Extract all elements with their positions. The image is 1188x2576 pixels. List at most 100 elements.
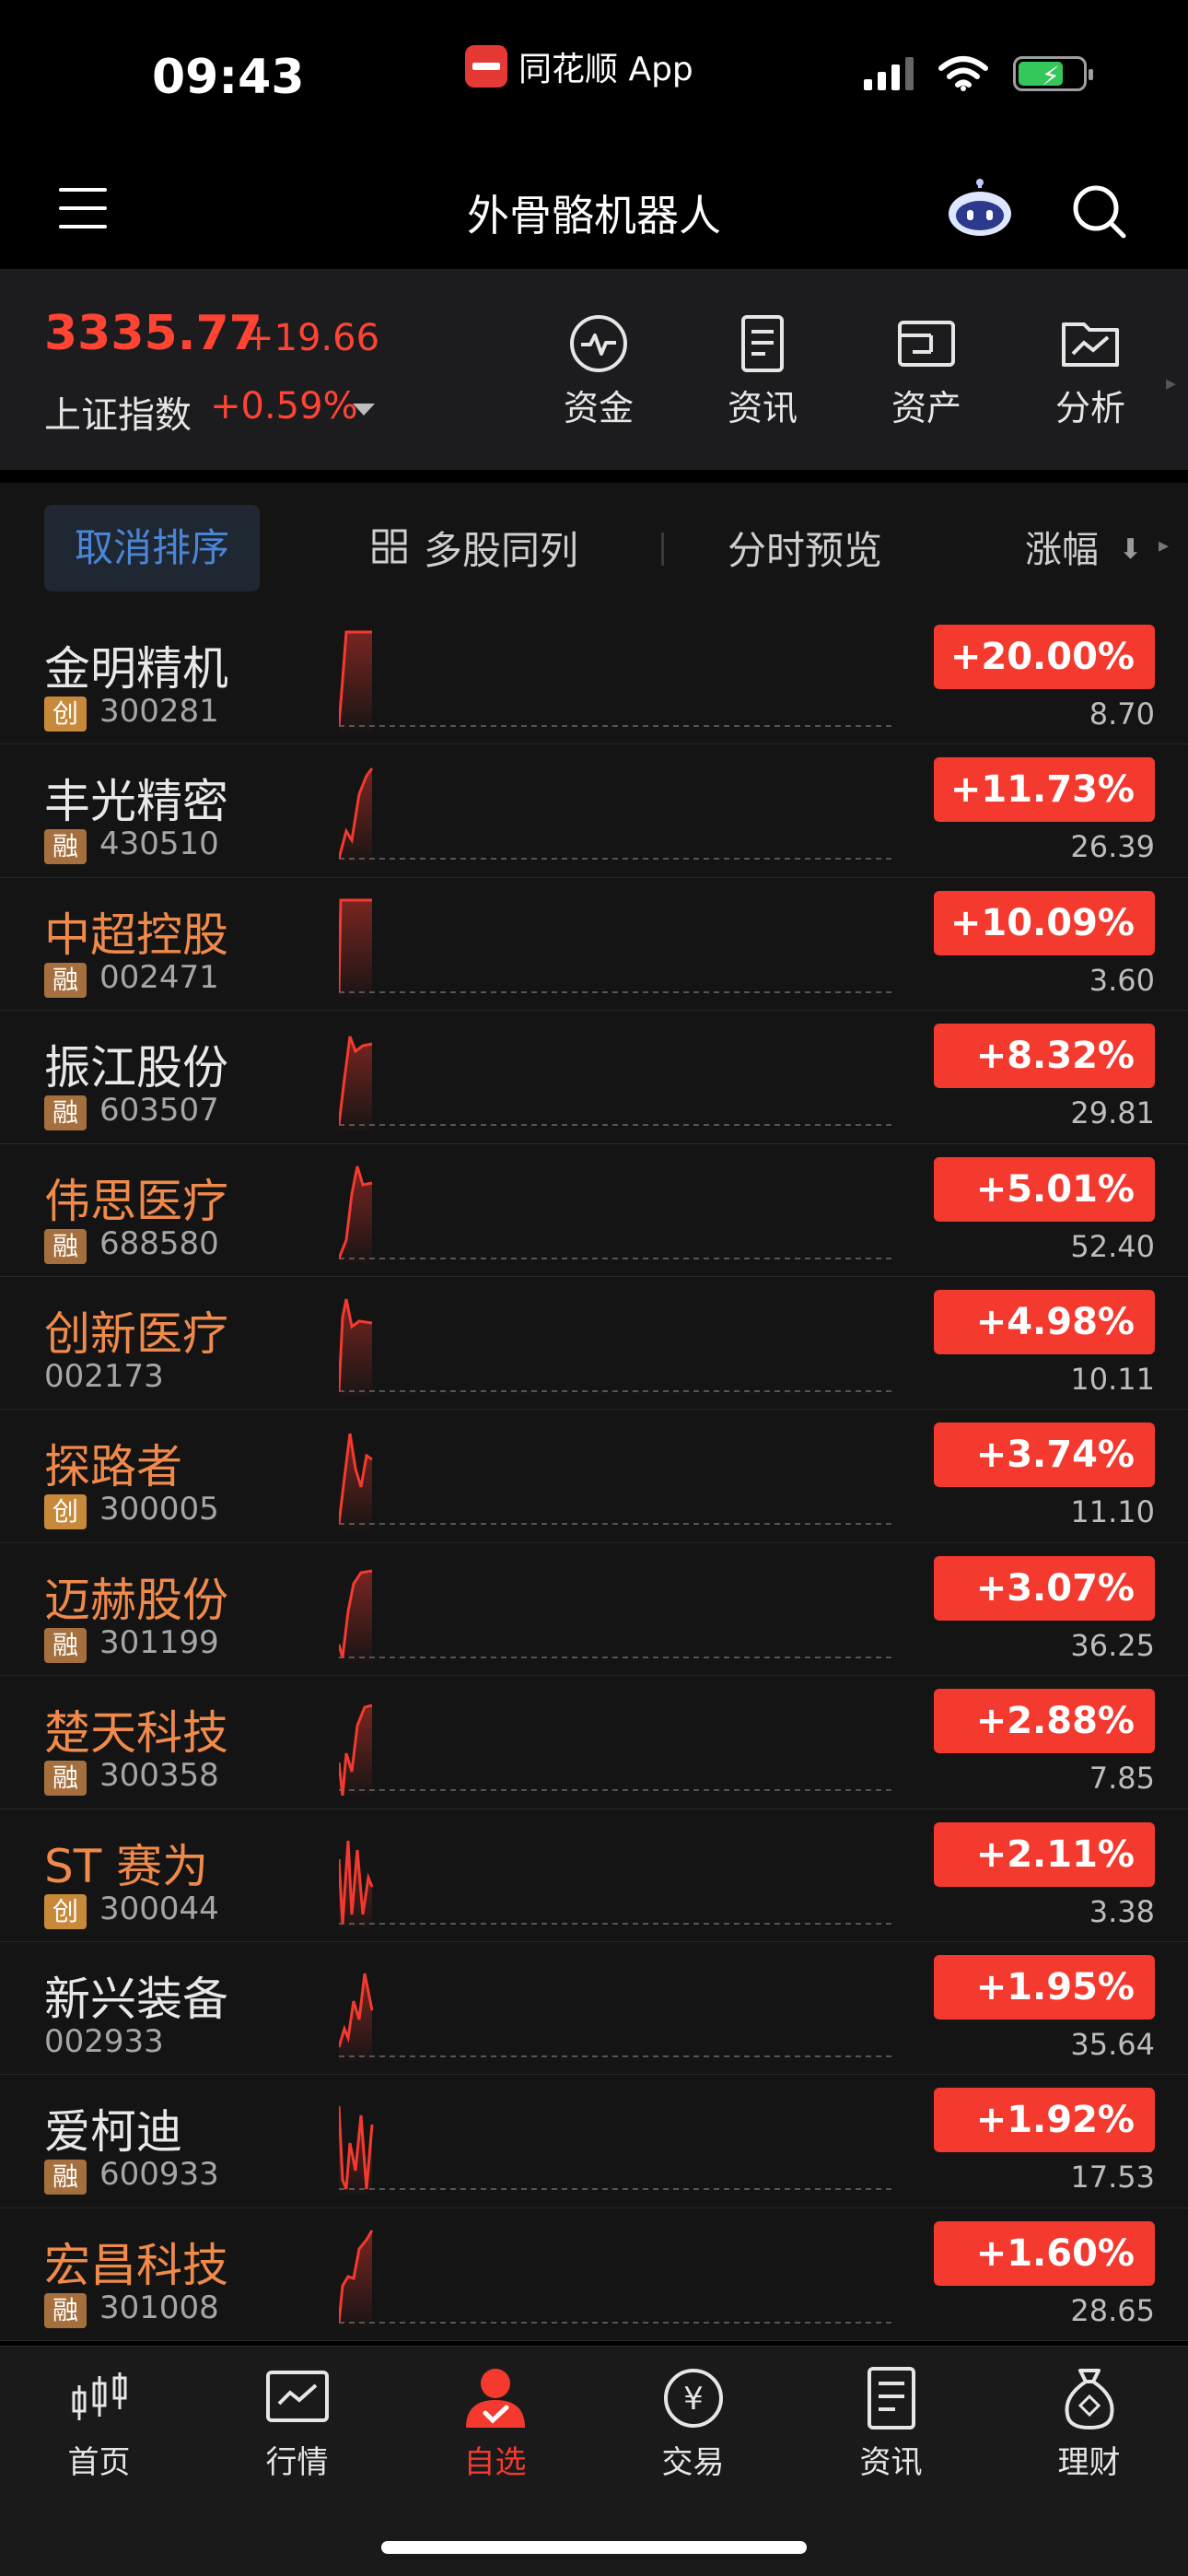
- stock-change-badge: +3.74%: [934, 1423, 1155, 1488]
- stock-name: 伟思医疗: [44, 1174, 228, 1228]
- stock-row[interactable]: 新兴装备 002933 +1.95% 35.64: [0, 1941, 1188, 2076]
- index-strip[interactable]: 3335.77 +19.66 上证指数 +0.59% 资金 资讯 资产: [0, 269, 1188, 470]
- stock-row[interactable]: 中超控股融 002471 +10.09% 3.60: [0, 877, 1188, 1012]
- stock-row[interactable]: 伟思医疗融 688580 +5.01% 52.40: [0, 1143, 1188, 1277]
- stock-change-badge: +8.32%: [934, 1024, 1155, 1089]
- tab-wealth[interactable]: 理财: [990, 2363, 1188, 2482]
- cancel-sort-button[interactable]: 取消排序: [44, 505, 260, 591]
- stock-tag-badge: 融: [44, 1228, 87, 1264]
- stock-change-badge: +20.00%: [934, 625, 1155, 689]
- chevron-right-icon[interactable]: ▸: [1159, 534, 1170, 557]
- index-value: 3335.77: [44, 306, 262, 361]
- quick-action-assets[interactable]: 资产: [862, 311, 991, 430]
- stock-row[interactable]: 探路者创 300005 +3.74% 11.10: [0, 1410, 1188, 1543]
- status-app-indicator[interactable]: 同花顺 App: [465, 42, 693, 90]
- stock-tag-badge: 创: [44, 1893, 87, 1929]
- tab-news[interactable]: 资讯: [792, 2363, 990, 2482]
- nav-bar: 外骨骼机器人: [0, 147, 1188, 269]
- tab-market[interactable]: 行情: [198, 2363, 396, 2482]
- index-name[interactable]: 上证指数: [44, 394, 192, 437]
- quick-action-news[interactable]: 资讯: [698, 311, 827, 430]
- sort-by-change-button[interactable]: 涨幅: [1025, 529, 1099, 571]
- stock-price: 52.40: [1070, 1228, 1155, 1264]
- tab-watchlist[interactable]: 自选: [396, 2363, 594, 2482]
- quick-action-analysis[interactable]: 分析: [1026, 311, 1155, 430]
- charging-bolt-icon: ⚡: [1042, 61, 1060, 91]
- yuan-coin-icon: ¥: [663, 2369, 723, 2428]
- stock-tag-badge: 融: [44, 829, 87, 865]
- stock-code: 002933: [44, 2022, 164, 2060]
- quick-action-label: 分析: [1054, 388, 1125, 428]
- stock-list: 金明精机创 300281 +20.00% 8.70 丰光精密融 430510 +11.7…: [0, 612, 1188, 2342]
- battery-icon: ⚡: [1013, 56, 1093, 91]
- robot-assistant-icon[interactable]: [945, 179, 1015, 238]
- analysis-folder-icon: [1062, 322, 1119, 367]
- status-bar: 09:43 同花顺 App ⚡: [0, 0, 1188, 147]
- chevron-right-icon[interactable]: ▸: [1166, 372, 1177, 395]
- stock-row[interactable]: 爱柯迪融 600933 +1.92% 17.53: [0, 2075, 1188, 2208]
- stock-change-badge: +5.01%: [934, 1156, 1155, 1222]
- stock-tag-badge: 融: [44, 1095, 87, 1131]
- intraday-sparkline: [339, 1704, 891, 1797]
- stock-price: 11.10: [1070, 1494, 1155, 1530]
- intraday-sparkline: [339, 1569, 891, 1663]
- tab-bar: 首页 行情 自选 ¥ 交易 资讯: [0, 2346, 1188, 2576]
- tab-label: 交易: [661, 2444, 725, 2481]
- stock-name: 爱柯迪: [44, 2105, 182, 2160]
- stock-tag-badge: 创: [44, 697, 87, 732]
- index-dropdown-icon[interactable]: [353, 404, 375, 416]
- stock-tag-badge: 融: [44, 1627, 87, 1663]
- quick-action-fund[interactable]: 资金: [534, 311, 663, 430]
- stock-row[interactable]: 宏昌科技融 301008 +1.60% 28.65: [0, 2207, 1188, 2342]
- stock-code: 600933: [99, 2156, 219, 2194]
- sort-desc-icon[interactable]: ⬇: [1119, 533, 1143, 566]
- stock-name: 丰光精密: [44, 775, 228, 829]
- tab-label: 行情: [265, 2444, 329, 2481]
- stock-row[interactable]: 振江股份融 603507 +8.32% 29.81: [0, 1011, 1188, 1144]
- market-chart-icon: [265, 2371, 329, 2422]
- stock-price: 17.53: [1070, 2160, 1155, 2195]
- tab-label: 理财: [1057, 2444, 1121, 2481]
- tab-trade[interactable]: ¥ 交易: [594, 2363, 792, 2482]
- wallet-icon: [898, 321, 955, 367]
- stock-change-badge: +11.73%: [934, 757, 1155, 823]
- stock-row[interactable]: 金明精机创 300281 +20.00% 8.70: [0, 612, 1188, 745]
- status-time: 09:43: [152, 50, 305, 105]
- stock-row[interactable]: 创新医疗 002173 +4.98% 10.11: [0, 1276, 1188, 1411]
- tab-label: 首页: [67, 2444, 131, 2481]
- search-icon[interactable]: [1070, 182, 1129, 241]
- stock-change-badge: +2.11%: [934, 1821, 1155, 1887]
- stock-code: 300005: [99, 1491, 219, 1528]
- stock-price: 28.65: [1070, 2292, 1155, 2328]
- tab-label: 资讯: [859, 2444, 923, 2481]
- stock-row[interactable]: 迈赫股份融 301199 +3.07% 36.25: [0, 1542, 1188, 1677]
- intraday-sparkline: [339, 898, 891, 998]
- sort-toolbar: 取消排序 多股同列 分时预览 涨幅 ⬇ ▸: [0, 483, 1188, 612]
- menu-icon[interactable]: [59, 188, 107, 228]
- candlestick-icon: [72, 2372, 126, 2420]
- multi-stock-view-button[interactable]: 多股同列: [424, 528, 579, 573]
- home-indicator[interactable]: [381, 2541, 807, 2554]
- tab-home[interactable]: 首页: [0, 2363, 198, 2482]
- stock-name: ST 赛为: [44, 1839, 209, 1893]
- intraday-sparkline: [339, 2106, 891, 2195]
- stock-change-badge: +4.98%: [934, 1289, 1155, 1354]
- stock-code: 300281: [99, 693, 219, 730]
- intraday-preview-button[interactable]: 分时预览: [728, 528, 883, 573]
- stock-tag-badge: 创: [44, 1494, 87, 1530]
- intraday-sparkline: [339, 1434, 891, 1530]
- stock-code: 301008: [99, 2289, 219, 2326]
- stock-name: 迈赫股份: [44, 1573, 228, 1627]
- stock-tag-badge: 融: [44, 962, 87, 998]
- stock-name: 中超控股: [44, 907, 228, 962]
- cellular-signal-icon: [864, 57, 914, 90]
- news-doc-icon: [867, 2367, 915, 2430]
- stock-price: 36.25: [1070, 1627, 1155, 1663]
- stock-price: 29.81: [1070, 1095, 1155, 1131]
- stock-row[interactable]: 楚天科技融 300358 +2.88% 7.85: [0, 1676, 1188, 1809]
- stock-row[interactable]: ST 赛为创 300044 +2.11% 3.38: [0, 1809, 1188, 1942]
- intraday-sparkline: [339, 1165, 891, 1264]
- stock-code: 300044: [99, 1890, 219, 1927]
- svg-text:¥: ¥: [683, 2381, 704, 2418]
- stock-row[interactable]: 丰光精密融 430510 +11.73% 26.39: [0, 744, 1188, 878]
